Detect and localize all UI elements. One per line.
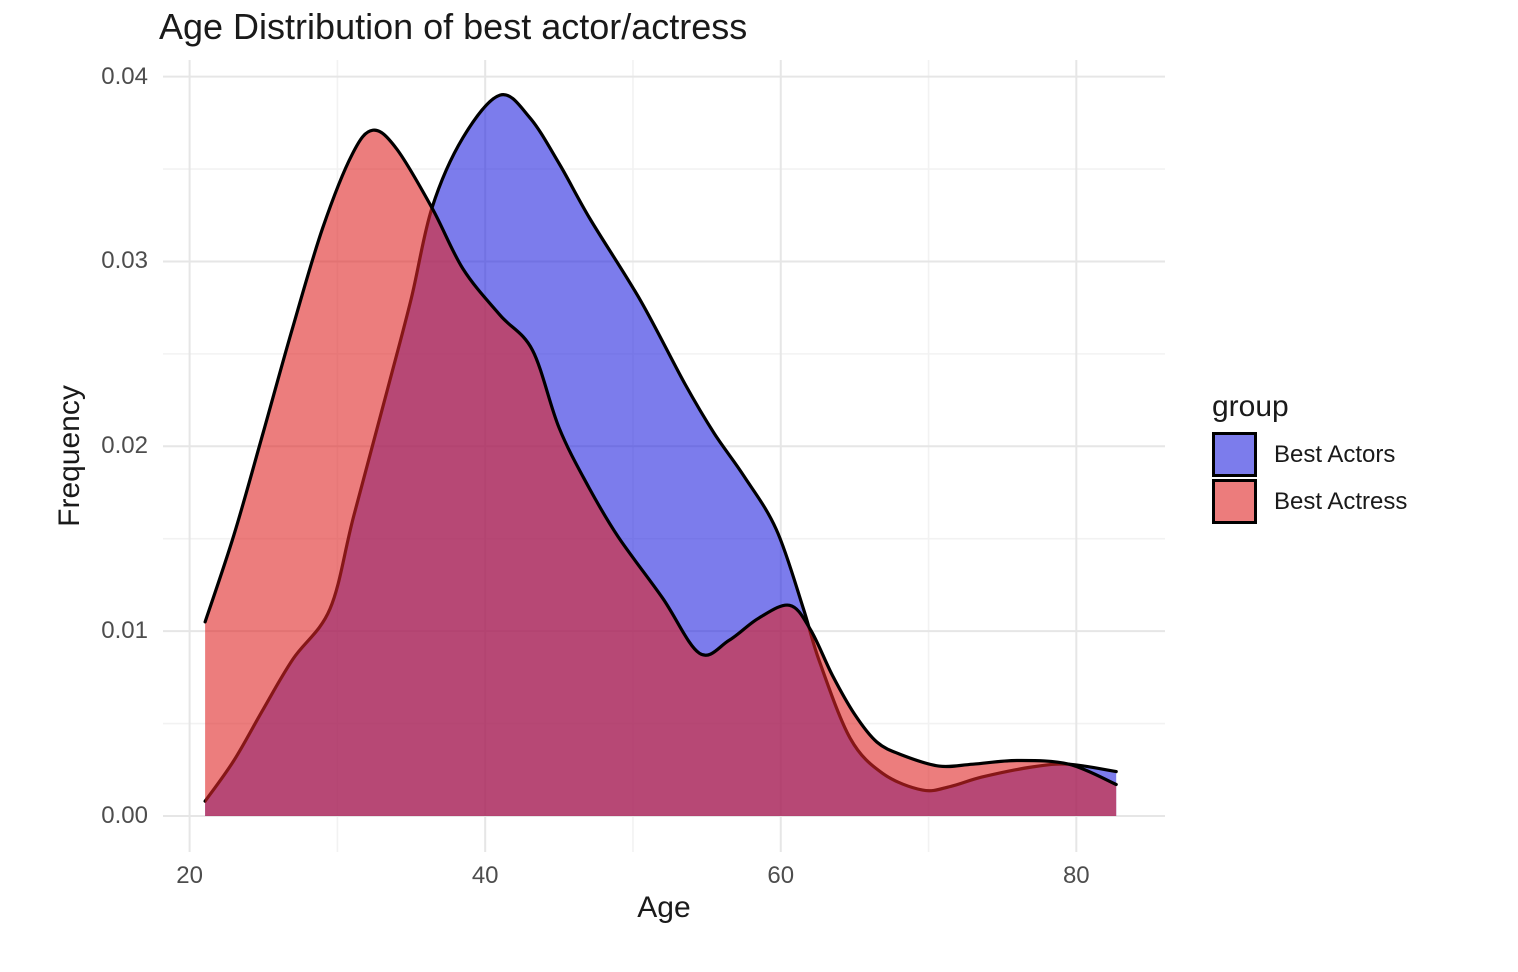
x-tick-label: 60 — [767, 862, 795, 889]
x-axis-title: Age — [637, 891, 691, 924]
y-tick-label: 0.02 — [101, 432, 148, 460]
x-tick-label: 20 — [176, 862, 203, 889]
legend-items: Best Actors Best Actress — [1212, 432, 1407, 524]
legend-item-label: Best Actress — [1274, 487, 1408, 515]
y-tick-label: 0.01 — [101, 617, 148, 645]
legend-swatch — [1212, 479, 1257, 524]
chart-title: Age Distribution of best actor/actress — [159, 6, 748, 47]
y-tick-label: 0.03 — [101, 247, 148, 275]
legend-swatch — [1212, 432, 1257, 477]
legend-item-label: Best Actors — [1274, 440, 1396, 468]
legend: group Best Actors Best Actress — [1212, 390, 1407, 526]
y-axis-title: Frequency — [53, 385, 86, 527]
legend-title: group — [1212, 390, 1289, 423]
x-tick-label: 40 — [471, 862, 499, 889]
legend-item: Best Actress — [1212, 479, 1407, 524]
density-series-layer — [203, 93, 1118, 816]
x-tick-label: 80 — [1062, 862, 1090, 889]
density-outline-best-actress — [203, 128, 1118, 787]
legend-item: Best Actors — [1212, 432, 1407, 477]
y-tick-label: 0.00 — [101, 801, 148, 829]
y-tick-label: 0.04 — [101, 62, 148, 90]
density-area-best-actress — [205, 130, 1117, 816]
